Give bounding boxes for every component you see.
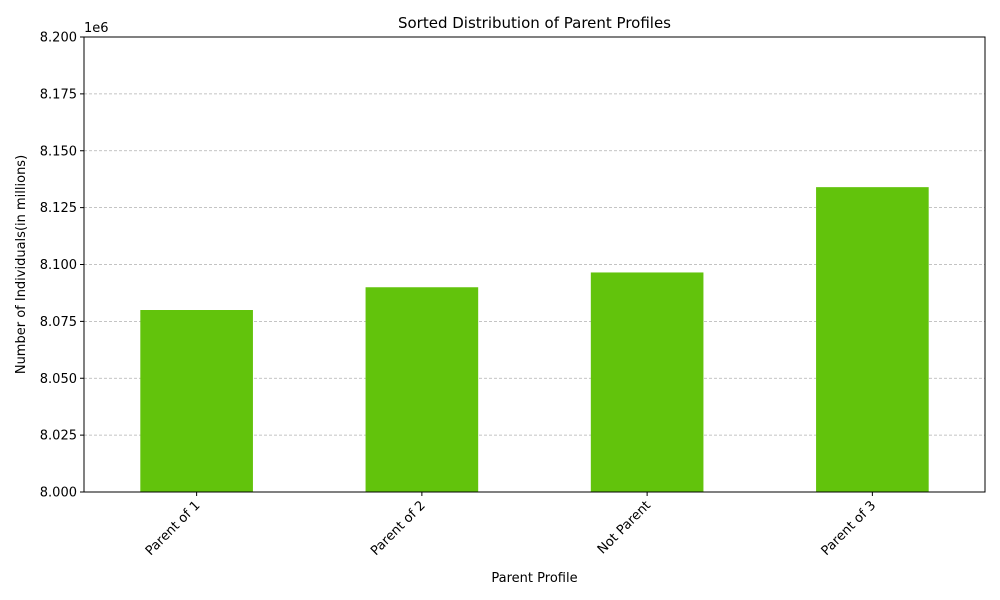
x-tick-label: Not Parent <box>595 498 654 557</box>
x-axis-label: Parent Profile <box>491 571 577 586</box>
y-tick-label: 8.125 <box>40 201 77 216</box>
y-tick-label: 8.025 <box>40 429 77 444</box>
y-tick-label: 8.050 <box>40 372 77 387</box>
y-tick-label: 8.200 <box>40 31 77 46</box>
y-tick-label: 8.175 <box>40 87 77 102</box>
y-tick-label: 8.150 <box>40 144 77 159</box>
y-tick-label: 8.100 <box>40 258 77 273</box>
bar-parent-of-2 <box>365 287 479 492</box>
x-axis-ticks: Parent of 1 Parent of 2 Not Parent Parent o… <box>143 492 879 559</box>
x-tick-label: Parent of 1 <box>143 498 204 559</box>
bar-parent-of-3 <box>816 187 929 492</box>
y-axis-label: Number of Individuals(in millions) <box>14 155 29 374</box>
bar-parent-of-1 <box>140 310 253 492</box>
chart-title: Sorted Distribution of Parent Profiles <box>398 14 671 32</box>
bar-not-parent <box>590 272 704 492</box>
y-axis-ticks: 8.000 8.025 8.050 8.075 8.100 8.125 8.150 8.175… <box>40 31 84 501</box>
y-axis-offset-label: 1e6 <box>84 21 109 36</box>
bars <box>140 187 929 492</box>
y-tick-label: 8.075 <box>40 315 77 330</box>
x-tick-label: Parent of 3 <box>819 498 880 559</box>
x-tick-label: Parent of 2 <box>368 498 429 559</box>
y-tick-label: 8.000 <box>40 486 77 501</box>
